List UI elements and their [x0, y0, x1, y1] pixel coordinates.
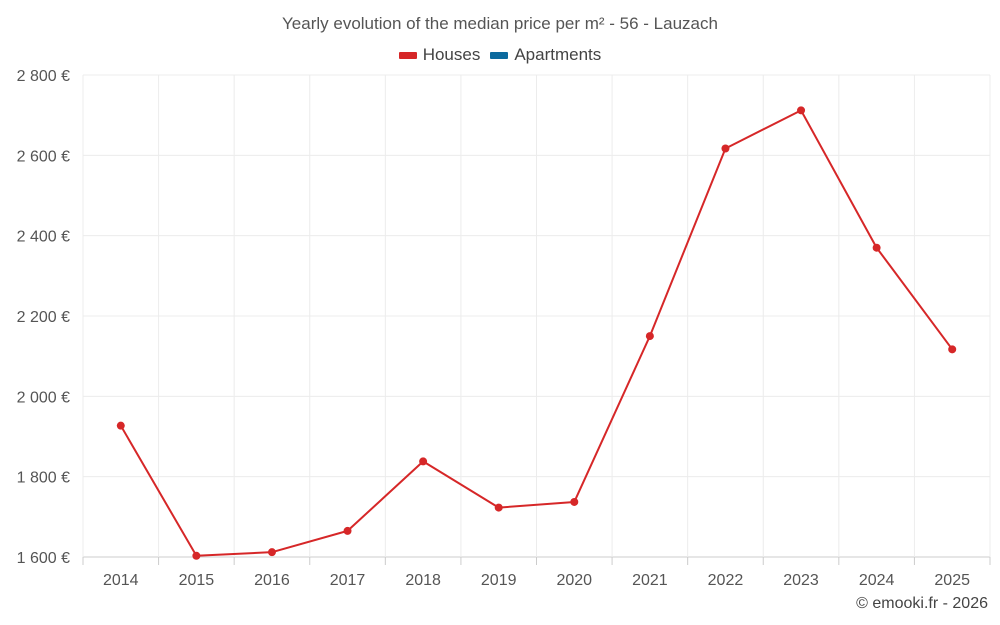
series-layer: [116, 106, 957, 560]
data-point-houses: [645, 332, 654, 341]
data-point-houses: [872, 243, 881, 252]
axis-layer: 1 600 € 1 800 € 2 000 € 2 200 € 2 400 € 2 600…: [17, 68, 991, 589]
y-tick-label: 2 400 €: [17, 229, 70, 246]
legend-item-apartments[interactable]: Apartments: [490, 45, 601, 65]
x-tick-label: 2015: [179, 572, 215, 589]
data-point-houses: [116, 421, 125, 430]
legend-swatch-apartments: [490, 51, 509, 59]
x-tick-label: 2024: [859, 572, 895, 589]
chart-title: Yearly evolution of the median price per…: [282, 14, 718, 33]
x-tick-label: 2021: [632, 572, 668, 589]
series-line-houses: [119, 109, 954, 557]
y-tick-label: 2 000 €: [17, 389, 70, 406]
x-tick-label: 2016: [254, 572, 290, 589]
data-point-houses: [267, 548, 276, 557]
x-tick-label: 2019: [481, 572, 517, 589]
data-point-houses: [721, 144, 730, 153]
data-point-houses: [797, 106, 806, 115]
data-point-houses: [570, 497, 579, 506]
legend-item-houses[interactable]: Houses: [398, 45, 481, 65]
legend-label-apartments: Apartments: [514, 45, 602, 64]
y-tick-label: 1 600 €: [17, 550, 70, 567]
x-tick-label: 2022: [708, 572, 744, 589]
x-tick-label: 2017: [330, 572, 366, 589]
credit-text: © emooki.fr - 2026: [856, 595, 988, 612]
data-point-houses: [948, 345, 957, 354]
y-tick-label: 2 200 €: [17, 309, 70, 326]
data-point-houses: [494, 503, 503, 512]
legend-label-houses: Houses: [422, 45, 481, 64]
x-tick-label: 2018: [405, 572, 441, 589]
legend-swatch-houses: [398, 51, 417, 59]
data-point-houses: [343, 526, 352, 535]
grid-layer: [82, 74, 991, 558]
chart-legend: Houses Apartments: [0, 45, 1000, 65]
x-tick-label: 2023: [783, 572, 819, 589]
x-tick-label: 2025: [934, 572, 970, 589]
data-point-houses: [192, 551, 201, 560]
data-point-houses: [419, 457, 428, 466]
x-tick-label: 2020: [556, 572, 592, 589]
y-tick-label: 1 800 €: [17, 470, 70, 487]
y-tick-label: 2 800 €: [17, 68, 70, 85]
y-tick-label: 2 600 €: [17, 148, 70, 165]
x-tick-label: 2014: [103, 572, 139, 589]
